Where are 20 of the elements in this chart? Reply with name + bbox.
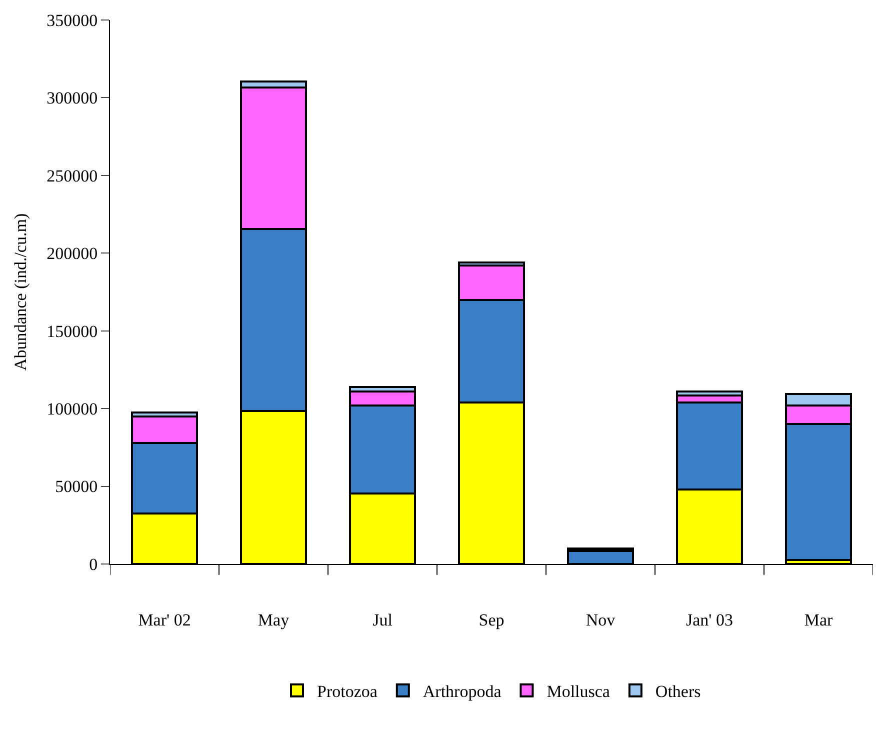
x-tick-label: Jul <box>372 610 393 630</box>
y-tick-label: 200000 <box>46 244 98 264</box>
x-tick-label: May <box>258 610 290 630</box>
x-tick-label: Mar <box>804 610 833 630</box>
y-tick-label: 350000 <box>46 10 98 30</box>
legend-label: Arthropoda <box>422 682 502 701</box>
x-tick-label: Nov <box>586 610 616 630</box>
y-tick-label: 250000 <box>46 166 98 186</box>
y-tick-label: 50000 <box>55 477 98 496</box>
x-tick-label: Jan' 03 <box>686 610 733 630</box>
legend-label: Mollusca <box>546 682 610 701</box>
x-tick-label: Mar' 02 <box>138 610 191 630</box>
legend-label: Others <box>655 682 701 701</box>
y-tick-label: 300000 <box>46 88 98 108</box>
y-tick-label: 150000 <box>46 322 98 341</box>
x-tick-label: Sep <box>478 610 504 630</box>
legend-label: Protozoa <box>317 682 378 701</box>
y-axis-title: Abundance (ind./cu.m) <box>11 213 30 371</box>
y-tick-label: 100000 <box>46 400 98 419</box>
y-tick-label: 0 <box>89 554 98 574</box>
